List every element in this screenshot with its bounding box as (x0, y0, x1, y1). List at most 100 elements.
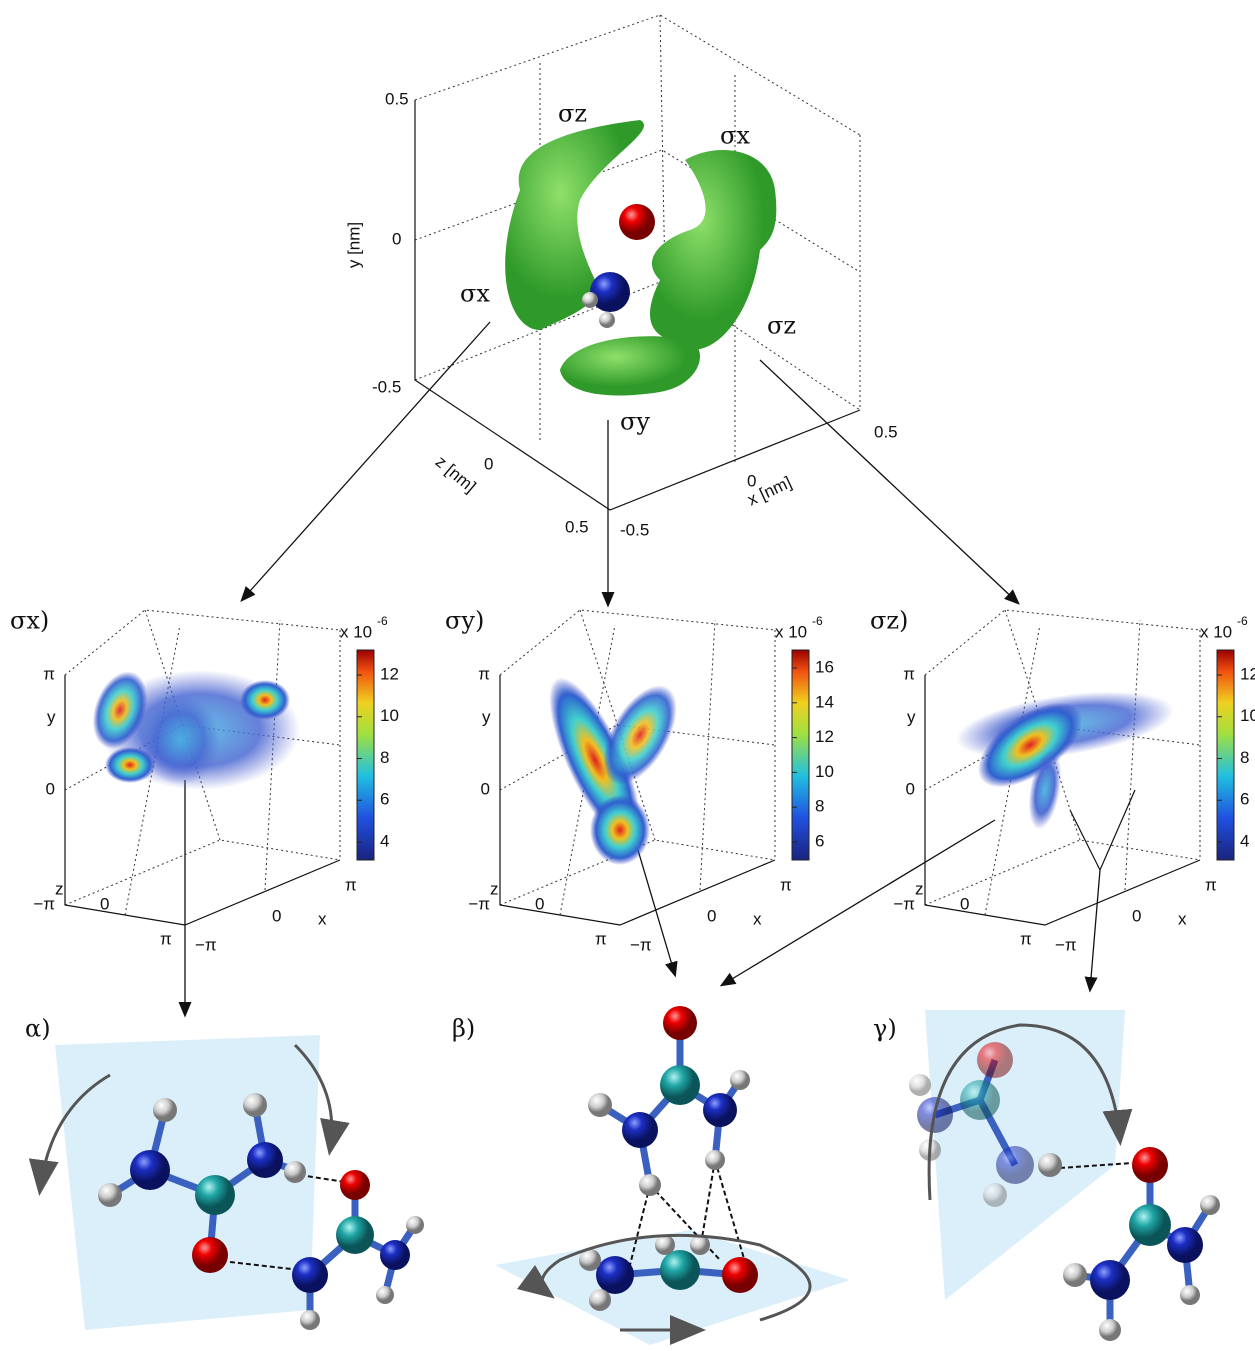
colorbar-tick-label: 6 (380, 790, 389, 809)
z-tick: 0.5 (565, 517, 589, 536)
atom (1090, 1260, 1130, 1300)
colorbar-tick-label: 4 (1240, 831, 1249, 850)
atom (703, 1093, 737, 1127)
blob (650, 150, 777, 350)
axes (64, 675, 341, 926)
colorbar-scale: x 10 (775, 622, 807, 641)
colorbar-tick-label: 10 (815, 762, 834, 781)
atom (977, 1042, 1013, 1078)
rotation-arrow (517, 1233, 812, 1322)
colorbar-exponent: -6 (377, 614, 388, 628)
sigma-label: σx (720, 122, 750, 150)
h-bond (649, 1184, 721, 1261)
z-tick: π (595, 929, 607, 948)
atom (192, 1237, 228, 1273)
atom (996, 1146, 1034, 1184)
h-bond (714, 1159, 746, 1263)
z-tick: 0 (484, 454, 493, 473)
density-blob (92, 671, 148, 749)
x-tick: −π (1055, 935, 1077, 954)
z-tick: π (160, 929, 172, 948)
blob (505, 120, 645, 330)
y-tick: 0 (906, 779, 915, 798)
atom (663, 1006, 697, 1040)
atom (340, 1170, 370, 1200)
atom (284, 1161, 306, 1183)
axes (414, 100, 861, 511)
atom (579, 1249, 601, 1271)
atom (690, 1235, 710, 1255)
x-tick: −π (195, 935, 217, 954)
atom (1167, 1227, 1203, 1263)
sigma-label: σz (767, 312, 796, 340)
atom (406, 1216, 424, 1234)
colorbar (791, 649, 810, 861)
z-tick: π (1020, 929, 1032, 948)
atom (247, 1142, 283, 1178)
z-axis-label: z (915, 879, 924, 898)
z-tick: 0 (960, 894, 969, 913)
density-blob (1028, 750, 1062, 830)
atom (292, 1257, 328, 1293)
atom (243, 1093, 267, 1117)
y-tick: 0.5 (385, 89, 409, 108)
y-tick: π (478, 664, 490, 683)
colorbar-tick-label: 8 (380, 748, 389, 767)
density-blob (977, 702, 1083, 788)
atom (730, 1070, 750, 1090)
sigma-label: σy (620, 408, 650, 436)
atom (909, 1074, 931, 1096)
colorbar (1216, 649, 1235, 861)
colorbar-tick-label: 8 (1240, 748, 1249, 767)
y-tick: −π (33, 894, 55, 913)
panel-label: σz) (870, 607, 908, 635)
atom (983, 1183, 1007, 1207)
atom (1129, 1204, 1171, 1246)
atom (582, 292, 598, 308)
x-tick: π (1205, 875, 1217, 894)
colorbar-scale: x 10 (1200, 622, 1232, 641)
colorbar-tick-label: 16 (815, 657, 834, 676)
colorbar-tick-label: 8 (815, 797, 824, 816)
sigma-label: σz (558, 100, 587, 128)
z-axis-label: z (55, 879, 64, 898)
structure-label: β) (452, 1015, 475, 1043)
atom (596, 1256, 634, 1294)
atom (336, 1216, 374, 1254)
x-tick: π (345, 875, 357, 894)
colorbar-scale: x 10 (340, 622, 372, 641)
x-tick: π (780, 875, 792, 894)
colorbar-tick-label: 14 (815, 692, 834, 711)
atom (655, 1235, 675, 1255)
x-tick: 0 (1132, 906, 1141, 925)
atom (622, 1112, 658, 1148)
top-box (414, 14, 861, 511)
colorbar-tick-label: 10 (380, 706, 399, 725)
colorbar (356, 649, 375, 861)
isosurfaces (505, 120, 777, 396)
rotation-arrow (293, 1043, 350, 1156)
density-blob (603, 685, 677, 785)
atom (1063, 1263, 1087, 1287)
density-blob (590, 795, 650, 865)
colorbar-tick-label: 12 (380, 664, 399, 683)
atom (300, 1310, 320, 1330)
h-bond (229, 1261, 301, 1271)
atom (590, 272, 630, 312)
x-axis-label: x (1178, 909, 1187, 928)
y-tick: 0 (392, 229, 401, 248)
density-blob (140, 695, 220, 785)
x-axis-label: x (753, 909, 762, 928)
atom (660, 1250, 700, 1290)
colorbar-tick-label: 6 (815, 831, 824, 850)
y-tick: -0.5 (372, 377, 401, 396)
atom (660, 1065, 700, 1105)
panel-label: σx) (10, 607, 49, 635)
rotation-arrow (28, 1073, 111, 1196)
density-blob (105, 747, 155, 783)
colorbar-tick-label: 6 (1240, 790, 1249, 809)
structure-label: γ) (873, 1015, 897, 1043)
